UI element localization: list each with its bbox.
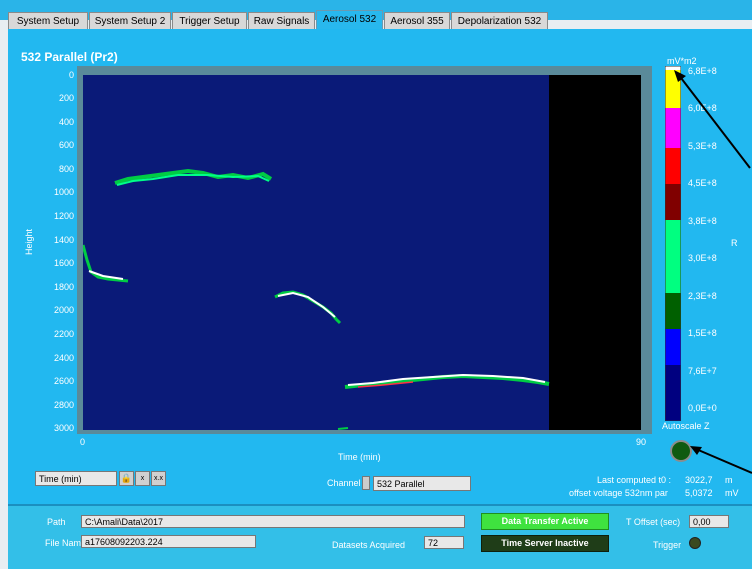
y-tick-0: 0 xyxy=(68,70,74,80)
trigger-label: Trigger xyxy=(653,540,682,550)
datasets-acquired-value: 72 xyxy=(424,536,464,549)
y-tick-2600: 2600 xyxy=(53,376,74,386)
signal-trace-5 xyxy=(337,427,349,430)
tab-depolarization-532[interactable]: Depolarization 532 xyxy=(451,12,548,29)
time-server-indicator: Time Server Inactive xyxy=(481,535,609,552)
t-offset-field[interactable]: 0,00 xyxy=(689,515,729,528)
y-tick-1400: 1400 xyxy=(53,235,74,245)
signal-trace-1 xyxy=(114,168,273,186)
tab-aerosol-532[interactable]: Aerosol 532 xyxy=(316,10,383,30)
offset-voltage-value: 5,0372 xyxy=(685,488,713,498)
datasets-acquired-label: Datasets Acquired xyxy=(332,540,406,550)
y-tick-1800: 1800 xyxy=(53,282,74,292)
path-field[interactable]: C:\Amali\Data\2017 xyxy=(81,515,465,528)
colorscale-unit: mV*m2 xyxy=(667,56,697,66)
colorscale-side-label: R xyxy=(731,238,738,248)
tab-raw-signals[interactable]: Raw Signals xyxy=(248,12,315,29)
y-tick-2800: 2800 xyxy=(53,400,74,410)
y-tick-400: 400 xyxy=(58,117,74,127)
channel-select[interactable]: 532 Parallel xyxy=(373,476,471,491)
channel-label: Channel xyxy=(327,478,361,488)
y-axis-label: Height xyxy=(24,228,34,255)
y-tick-2400: 2400 xyxy=(53,353,74,363)
x-axis-select[interactable]: Time (min) xyxy=(35,471,117,486)
path-label: Path xyxy=(47,517,66,527)
autoscale-z-button[interactable] xyxy=(670,440,692,462)
data-transfer-indicator: Data Transfer Active xyxy=(481,513,609,530)
trigger-led-icon xyxy=(689,537,701,549)
autoscale-z-label: Autoscale Z xyxy=(662,421,710,431)
arrow-annotation-bottom xyxy=(690,446,752,474)
colorscale-label-0: 6,8E+8 xyxy=(688,66,717,76)
signal-trace-2 xyxy=(83,244,129,283)
tab-system-setup[interactable]: System Setup xyxy=(8,12,88,29)
y-tick-3000: 3000 xyxy=(53,423,74,433)
y-tick-1200: 1200 xyxy=(53,211,74,221)
intensity-graph[interactable] xyxy=(83,75,641,430)
plot-title: 532 Parallel (Pr2) xyxy=(21,50,118,64)
no-data-region xyxy=(549,75,641,430)
colorscale-label-5: 3,0E+8 xyxy=(688,253,717,263)
last-t0-label: Last computed t0 : xyxy=(597,475,672,485)
tab-system-setup-2[interactable]: System Setup 2 xyxy=(89,12,171,29)
colorscale-label-9: 0,0E+0 xyxy=(688,403,717,413)
y-tick-600: 600 xyxy=(58,140,74,150)
y-tick-2200: 2200 xyxy=(53,329,74,339)
x-precision-icon[interactable]: x.x xyxy=(151,471,166,486)
file-name-label: File Name xyxy=(45,538,87,548)
colorscale-label-8: 7,6E+7 xyxy=(688,366,717,376)
colorscale-label-7: 1,5E+8 xyxy=(688,328,717,338)
y-tick-200: 200 xyxy=(58,93,74,103)
y-tick-1600: 1600 xyxy=(53,258,74,268)
colorscale-label-2: 5,3E+8 xyxy=(688,141,717,151)
x-tick-0: 0 xyxy=(80,437,86,447)
tab-aerosol-355[interactable]: Aerosol 355 xyxy=(384,12,450,29)
last-t0-unit: m xyxy=(725,475,733,485)
colorscale-label-4: 3,8E+8 xyxy=(688,216,717,226)
y-tick-2000: 2000 xyxy=(53,305,74,315)
t-offset-label: T Offset (sec) xyxy=(626,517,681,527)
file-name-field[interactable]: a17608092203.224 xyxy=(81,535,256,548)
signal-trace-4 xyxy=(344,373,550,389)
offset-voltage-unit: mV xyxy=(725,488,739,498)
x-scale-format-icon[interactable]: x xyxy=(135,471,150,486)
lock-icon[interactable]: 🔒 xyxy=(119,471,134,486)
offset-voltage-label: offset voltage 532nm par xyxy=(569,488,668,498)
arrow-annotation-top xyxy=(674,70,751,169)
colorscale-label-6: 2,3E+8 xyxy=(688,291,717,301)
x-axis-label: Time (min) xyxy=(338,452,381,462)
y-tick-1000: 1000 xyxy=(53,187,74,197)
graph-background xyxy=(83,75,641,430)
last-t0-value: 3022,7 xyxy=(685,475,713,485)
colorscale-label-3: 4,5E+8 xyxy=(688,178,717,188)
colorscale-ramp[interactable] xyxy=(665,66,681,421)
x-tick-90: 90 xyxy=(636,437,647,447)
channel-spinner-icon[interactable] xyxy=(362,476,370,490)
y-tick-800: 800 xyxy=(58,164,74,174)
signal-trace-3 xyxy=(274,290,342,325)
colorscale-label-1: 6,0E+8 xyxy=(688,103,717,113)
tab-trigger-setup[interactable]: Trigger Setup xyxy=(172,12,247,29)
